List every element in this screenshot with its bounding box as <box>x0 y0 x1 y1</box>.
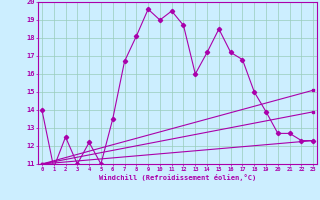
X-axis label: Windchill (Refroidissement éolien,°C): Windchill (Refroidissement éolien,°C) <box>99 174 256 181</box>
